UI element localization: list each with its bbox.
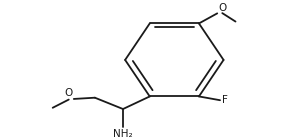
Text: F: F — [222, 95, 227, 105]
Text: O: O — [64, 88, 73, 98]
Text: NH₂: NH₂ — [113, 129, 133, 138]
Text: O: O — [218, 3, 227, 13]
